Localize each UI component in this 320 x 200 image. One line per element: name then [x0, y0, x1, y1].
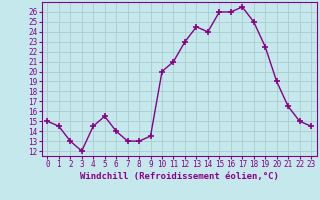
- X-axis label: Windchill (Refroidissement éolien,°C): Windchill (Refroidissement éolien,°C): [80, 172, 279, 181]
